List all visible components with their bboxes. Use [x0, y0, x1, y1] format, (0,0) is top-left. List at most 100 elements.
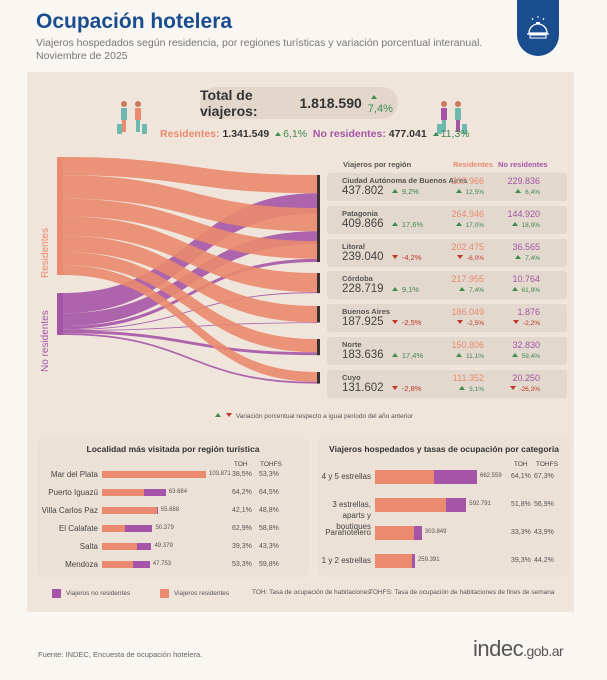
hotel-bell-badge — [517, 0, 559, 56]
bar-non-residents-segment — [156, 507, 158, 514]
region-total: 409.866 17,6% — [342, 218, 424, 230]
tohfs-value: 59,8% — [259, 560, 279, 568]
travelers-right-icon — [437, 101, 467, 134]
region-row: Patagonia 409.866 17,6% 264.946 17,0% 144.9… — [327, 206, 567, 234]
up-arrow-icon — [511, 222, 518, 226]
toh-value: 62,9% — [232, 524, 252, 532]
bar-value-label: 47.753 — [152, 560, 172, 567]
subtotals: Residentes: 1.341.549 6,1% No residentes… — [160, 128, 470, 140]
region-row: Ciudad Autónoma de Buenos Aires 437.802 9… — [327, 173, 567, 201]
region-non-residents: 144.920 — [507, 209, 540, 219]
up-arrow-icon — [459, 287, 466, 291]
region-non-residents: 20.250 — [512, 373, 540, 383]
bar-residents-segment — [375, 498, 447, 512]
region-residents: 186.049 — [451, 307, 484, 317]
region-non-residents: 229.836 — [507, 176, 540, 186]
bar-residents-segment — [375, 470, 435, 484]
categories-col-tohfs: TOHFS — [536, 461, 558, 468]
header-region: Viajeros por región — [343, 160, 412, 169]
legend-text: Viajeros no residentes — [66, 590, 131, 597]
up-arrow-icon — [391, 287, 398, 291]
region-name: Córdoba — [342, 274, 373, 283]
region-residents: 217.955 — [451, 274, 484, 284]
indec-logo[interactable]: indec.gob.ar — [473, 636, 564, 662]
sankey-link-residents — [63, 175, 317, 232]
sankey-source-residents — [57, 157, 63, 276]
total-label: Total de viajeros: — [200, 87, 258, 119]
bar-non-residents-segment — [144, 489, 166, 496]
region-name: Cuyo — [342, 373, 361, 382]
sankey-link-non-residents — [63, 330, 317, 356]
toh-value: 53,3% — [232, 560, 252, 568]
hotel-bell-icon — [527, 16, 549, 39]
sankey-link-non-residents — [63, 333, 317, 384]
down-arrow-icon — [509, 386, 516, 390]
bar-value-label: 662.559 — [480, 473, 502, 479]
region-name: Norte — [342, 340, 362, 349]
bar-value-label: 592.791 — [469, 501, 491, 507]
residents-var: 6,1% — [283, 128, 308, 140]
sankey-link-residents — [63, 157, 317, 194]
bar-residents-segment — [102, 561, 133, 568]
up-arrow-icon — [515, 255, 522, 259]
localities-title: Localidad más visitada por región turíst… — [86, 444, 260, 454]
legend-toh: TOH: Tasa de ocupación de habitaciones — [252, 589, 371, 596]
page-subtitle: Viajeros hospedados según residencia, po… — [36, 37, 482, 63]
logo-suffix: .gob.ar — [523, 643, 564, 659]
bar-non-residents-segment — [132, 561, 150, 568]
categories-title: Viajeros hospedados y tasas de ocupación… — [329, 444, 559, 454]
tohfs-value: 44,2% — [534, 557, 554, 564]
region-non-residents-var: 59,4% — [492, 353, 540, 360]
bar-category-label: 4 y 5 estrellas — [321, 472, 371, 481]
toh-value: 38,5% — [232, 470, 252, 478]
region-row: Cuyo 131.602 -2,8% 111.352 3,1% 20.250 -26,… — [327, 370, 567, 398]
region-total: 131.602 -2,8% — [342, 382, 422, 394]
down-arrow-icon — [391, 255, 398, 259]
region-residents: 207.966 — [451, 176, 484, 186]
down-arrow-icon — [226, 413, 232, 417]
localities-col-toh: TOH — [234, 461, 248, 468]
region-row: Córdoba 228.719 9,1% 217.955 7,4% 10.764 61… — [327, 271, 567, 299]
region-residents-var: 3,1% — [439, 386, 484, 393]
sankey-link-residents — [63, 265, 317, 382]
bar-category-label: Puerto Iguazú — [48, 488, 98, 497]
bar-non-residents-segment — [412, 554, 415, 568]
subtitle-text: Viajeros hospedados según residencia, po… — [36, 37, 483, 49]
region-name: Buenos Aires — [342, 307, 391, 316]
legend-text: Viajeros residentes — [174, 590, 230, 597]
non-residents-var: 11,3% — [440, 128, 470, 140]
bar-value-label: 49.379 — [154, 542, 173, 549]
travelers-left-icon — [117, 101, 147, 134]
bar-category-label: El Calafate — [58, 524, 98, 533]
bar-non-residents-segment — [414, 526, 422, 540]
tohfs-value: 48,8% — [259, 506, 279, 514]
region-residents: 111.352 — [452, 373, 484, 383]
bar-category-label: 3 estrellas, aparts y boutiques — [332, 500, 371, 531]
categories-col-toh: TOH — [514, 461, 528, 468]
bar-category-label: Mar del Plata — [50, 470, 98, 479]
logo-main: indec — [473, 636, 524, 661]
toh-value: 33,3% — [511, 529, 531, 536]
header-non-residents: No residentes — [498, 160, 548, 169]
down-arrow-icon — [513, 320, 520, 324]
region-residents-var: 11,1% — [439, 353, 484, 360]
region-non-residents-var: -2,2% — [492, 320, 540, 327]
sankey-region-node — [317, 372, 320, 384]
page-title: Ocupación hotelera — [36, 10, 233, 33]
sankey-region-node — [317, 306, 320, 323]
toh-value: 39,3% — [511, 557, 531, 564]
header-residents: Residentes — [453, 160, 494, 169]
region-non-residents: 1.876 — [517, 307, 540, 317]
bar-category-label: Salta — [79, 542, 98, 551]
bar-category-label: 1 y 2 estrellas — [321, 556, 371, 565]
region-name: Patagonia — [342, 209, 378, 218]
region-row: Norte 183.636 17,4% 150.806 11,1% 32.830 59… — [327, 337, 567, 365]
residents-label: Residentes: — [160, 128, 220, 140]
total-travelers-pill: Total de viajeros: 1.818.590 7,4% — [200, 87, 398, 119]
bar-residents-segment — [102, 525, 125, 532]
region-non-residents-var: -26,3% — [492, 386, 540, 393]
bar-residents-segment — [375, 554, 413, 568]
region-non-residents-var: 61,9% — [492, 287, 540, 294]
bar-value-label: 303.849 — [424, 529, 447, 535]
legend-non-residents: Viajeros no residentes — [52, 589, 130, 598]
